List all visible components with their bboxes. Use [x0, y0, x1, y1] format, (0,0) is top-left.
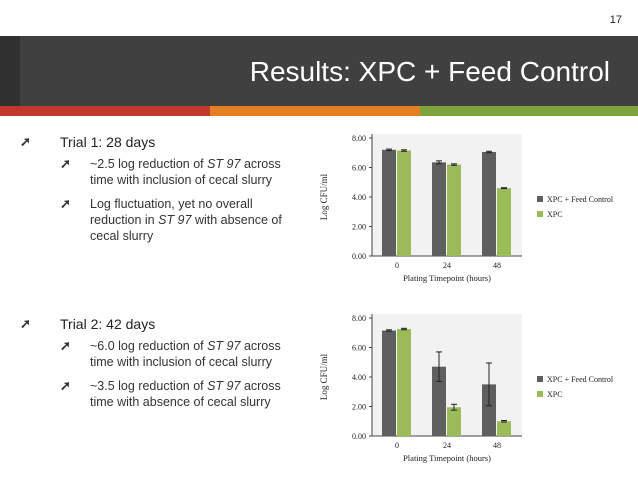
sub-bullet: ➚ ~2.5 log reduction of ST 97 across tim… [60, 156, 300, 190]
title-bar-left-edge [0, 36, 20, 106]
chart-trial-2-svg: 0.00 2.00 4.00 6.00 8.00 Log CFU/ml 0 24 48Plati… [319, 314, 614, 463]
bar [397, 150, 411, 256]
chart-trial-1-svg: 0.00 2.00 4.00 6.00 8.00 Log CFU/ml 0 24 48Plati… [319, 134, 614, 283]
chart-trial-2: 0.00 2.00 4.00 6.00 8.00 Log CFU/ml 0 24 48 Plati… [315, 310, 638, 470]
legend-label: XPC [547, 390, 563, 399]
sub-bullet: ➚ ~3.5 log reduction of ST 97 across tim… [60, 378, 300, 412]
x-tick-label: 48 [493, 441, 501, 450]
bar [382, 149, 396, 256]
x-tick-label: 0 [395, 261, 399, 270]
accent-bar-red [0, 106, 210, 116]
sub-bullet: ➚ ~6.0 log reduction of ST 97 across tim… [60, 338, 300, 372]
y-tick-label: 4.00 [352, 193, 366, 202]
y-tick-label: 0.00 [352, 432, 366, 441]
arrow-bullet-icon: ➚ [20, 316, 31, 331]
sub-bullet-text: Log fluctuation, yet no overall reductio… [90, 197, 282, 243]
sub-bullet: ➚ Log fluctuation, yet no overall reduct… [60, 196, 300, 246]
bullet-trial-1-label: Trial 1: 28 days [60, 134, 156, 150]
y-axis-label: Log CFU/ml [319, 173, 329, 220]
bar [447, 407, 461, 436]
accent-bar-orange [210, 106, 420, 116]
accent-bar-green [420, 106, 638, 116]
arrow-bullet-icon: ➚ [60, 338, 71, 353]
y-tick-label: 6.00 [352, 164, 366, 173]
legend-swatch [537, 376, 543, 382]
legend-swatch [537, 211, 543, 217]
chart-trial-1: 0.00 2.00 4.00 6.00 8.00 Log CFU/ml 0 24 48 Plati… [315, 130, 638, 290]
legend-swatch [537, 196, 543, 202]
bar [432, 162, 446, 256]
x-axis-label: Plating Timepoint (hours) [403, 273, 491, 283]
bullet-trial-2-label: Trial 2: 42 days [60, 316, 156, 332]
bar [497, 188, 511, 256]
bar [382, 330, 396, 436]
bar [397, 329, 411, 436]
legend-label: XPC + Feed Control [547, 375, 614, 384]
legend-label: XPC + Feed Control [547, 195, 614, 204]
bar [432, 366, 446, 436]
y-tick-label: 0.00 [352, 252, 366, 261]
sub-bullet-text: ~2.5 log reduction of ST 97 across time … [90, 157, 281, 187]
sub-bullet-text: ~6.0 log reduction of ST 97 across time … [90, 339, 281, 369]
x-tick-label: 24 [443, 261, 451, 270]
legend-swatch [537, 391, 543, 397]
y-axis-label: Log CFU/ml [319, 353, 329, 400]
y-tick-label: 8.00 [352, 134, 366, 143]
slide-number: 17 [609, 14, 622, 26]
y-tick-label: 8.00 [352, 314, 366, 323]
arrow-bullet-icon: ➚ [20, 134, 31, 149]
slide-title: Results: XPC + Feed Control [249, 56, 610, 87]
sub-bullet-text: ~3.5 log reduction of ST 97 across time … [90, 379, 281, 409]
x-axis-label: Plating Timepoint (hours) [403, 453, 491, 463]
bar [482, 152, 496, 256]
bar [447, 164, 461, 256]
x-tick-label: 24 [443, 441, 451, 450]
title-bar [0, 36, 638, 106]
x-tick-label: 0 [395, 441, 399, 450]
arrow-bullet-icon: ➚ [60, 156, 71, 171]
bar [482, 384, 496, 436]
bar [497, 421, 511, 436]
arrow-bullet-icon: ➚ [60, 196, 71, 211]
legend-label: XPC [547, 210, 563, 219]
y-tick-label: 2.00 [352, 403, 366, 412]
arrow-bullet-icon: ➚ [60, 378, 71, 393]
x-tick-label: 48 [493, 261, 501, 270]
y-tick-label: 6.00 [352, 344, 366, 353]
y-tick-label: 2.00 [352, 223, 366, 232]
y-tick-label: 4.00 [352, 373, 366, 382]
bullet-list: ➚ Trial 1: 28 days ➚ ~2.5 log reduction … [20, 134, 300, 412]
